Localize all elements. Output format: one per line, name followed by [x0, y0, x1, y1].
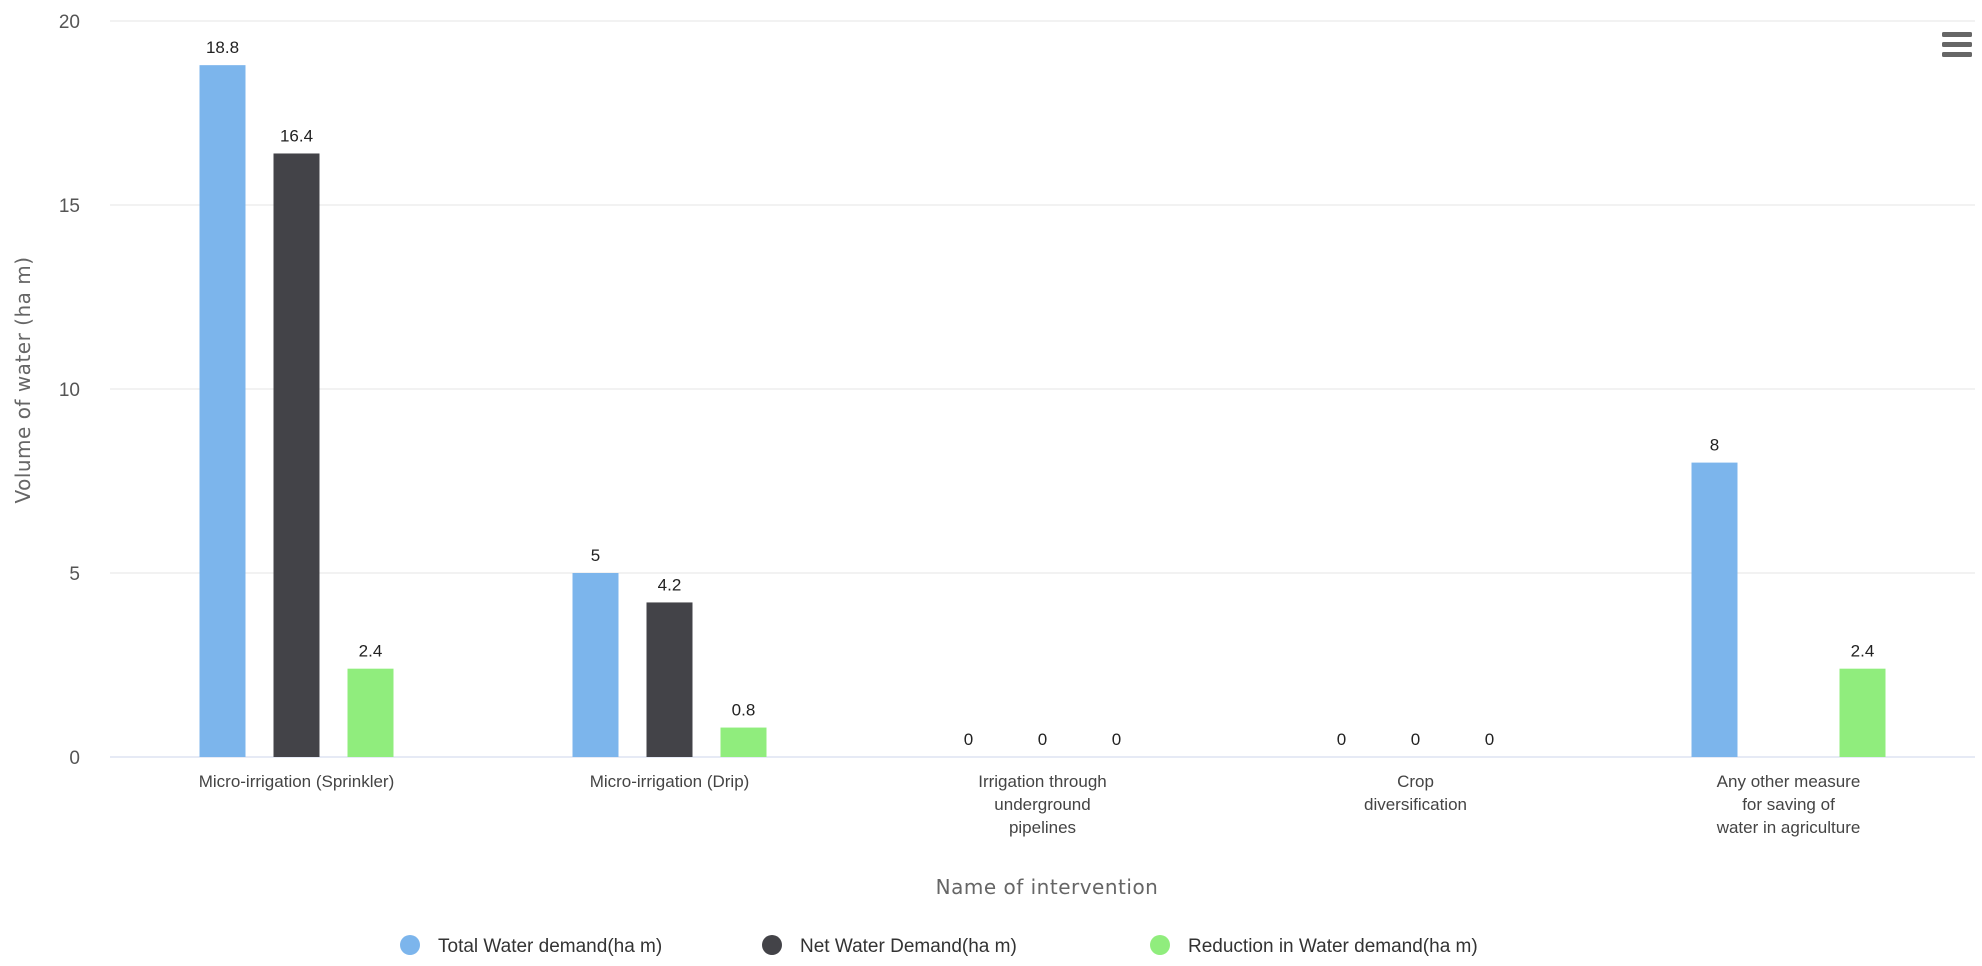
data-label: 0: [1112, 730, 1121, 749]
data-label: 0: [1411, 730, 1420, 749]
x-category-label: Micro-irrigation (Sprinkler): [199, 772, 395, 791]
data-label: 0.8: [732, 701, 756, 720]
x-category-label-line: water in agriculture: [1716, 818, 1861, 837]
bar[interactable]: [720, 727, 767, 757]
x-category-label-line: pipelines: [1009, 818, 1076, 837]
legend-item[interactable]: Net Water Demand(ha m): [762, 935, 1017, 957]
data-label: 18.8: [206, 38, 239, 57]
y-tick-label: 0: [69, 748, 80, 769]
data-labels: 18.8 16.4 2.4 5 4.2 0.8 0 0 0 0 0 0 8 2.4: [206, 38, 1874, 749]
legend-item[interactable]: Total Water demand(ha m): [400, 935, 662, 957]
x-category-label-line: for saving of: [1742, 795, 1835, 814]
data-label: 2.4: [359, 642, 383, 661]
hamburger-menu-icon: [1942, 32, 1972, 57]
gridlines: [110, 20, 1975, 758]
bar[interactable]: [273, 153, 320, 758]
data-label: 0: [964, 730, 973, 749]
data-label: 5: [591, 546, 600, 565]
x-category-label-line: Micro-irrigation (Sprinkler): [199, 772, 395, 791]
legend-marker: [1150, 935, 1170, 955]
legend-label: Total Water demand(ha m): [438, 936, 662, 957]
legend-marker: [762, 935, 782, 955]
y-tick-label: 15: [59, 196, 80, 217]
x-category-label: Any other measure for saving of water in a…: [1716, 772, 1861, 837]
x-category-label-line: Micro-irrigation (Drip): [590, 772, 750, 791]
legend-marker: [400, 935, 420, 955]
data-label: 4.2: [658, 575, 682, 594]
x-axis-categories: Micro-irrigation (Sprinkler) Micro-irriga…: [199, 772, 1861, 837]
x-category-label-line: Any other measure: [1717, 772, 1861, 791]
bar[interactable]: [1839, 668, 1886, 757]
x-category-label-line: underground: [994, 795, 1090, 814]
data-label: 16.4: [280, 126, 313, 145]
data-label: 0: [1485, 730, 1494, 749]
legend-item[interactable]: Reduction in Water demand(ha m): [1150, 935, 1478, 957]
y-tick-label: 5: [69, 564, 80, 585]
data-label: 2.4: [1851, 642, 1875, 661]
legend: Total Water demand(ha m) Net Water Demand…: [400, 935, 1478, 957]
bar[interactable]: [199, 65, 246, 757]
x-category-label: Micro-irrigation (Drip): [590, 772, 750, 791]
bar[interactable]: [646, 602, 693, 757]
x-category-label-line: Irrigation through: [978, 772, 1107, 791]
x-category-label: Crop diversification: [1364, 772, 1467, 814]
chart-menu-button[interactable]: [1940, 28, 1974, 60]
x-category-label-line: diversification: [1364, 795, 1467, 814]
x-axis-title: Name of intervention: [936, 875, 1159, 899]
bar[interactable]: [1691, 462, 1738, 757]
x-category-label-line: Crop: [1397, 772, 1434, 791]
y-tick-label: 10: [59, 380, 80, 401]
legend-label: Reduction in Water demand(ha m): [1188, 936, 1478, 957]
y-axis-title: Volume of water (ha m): [11, 256, 35, 503]
bars: [199, 65, 1886, 758]
data-label: 8: [1710, 436, 1719, 455]
data-label: 0: [1337, 730, 1346, 749]
y-tick-label: 20: [59, 12, 80, 33]
bar[interactable]: [347, 668, 394, 757]
y-axis-ticks: 0 5 10 15 20: [59, 12, 80, 769]
x-category-label: Irrigation through underground pipelines: [978, 772, 1107, 837]
data-label: 0: [1038, 730, 1047, 749]
legend-label: Net Water Demand(ha m): [800, 936, 1017, 957]
bar[interactable]: [572, 573, 619, 757]
